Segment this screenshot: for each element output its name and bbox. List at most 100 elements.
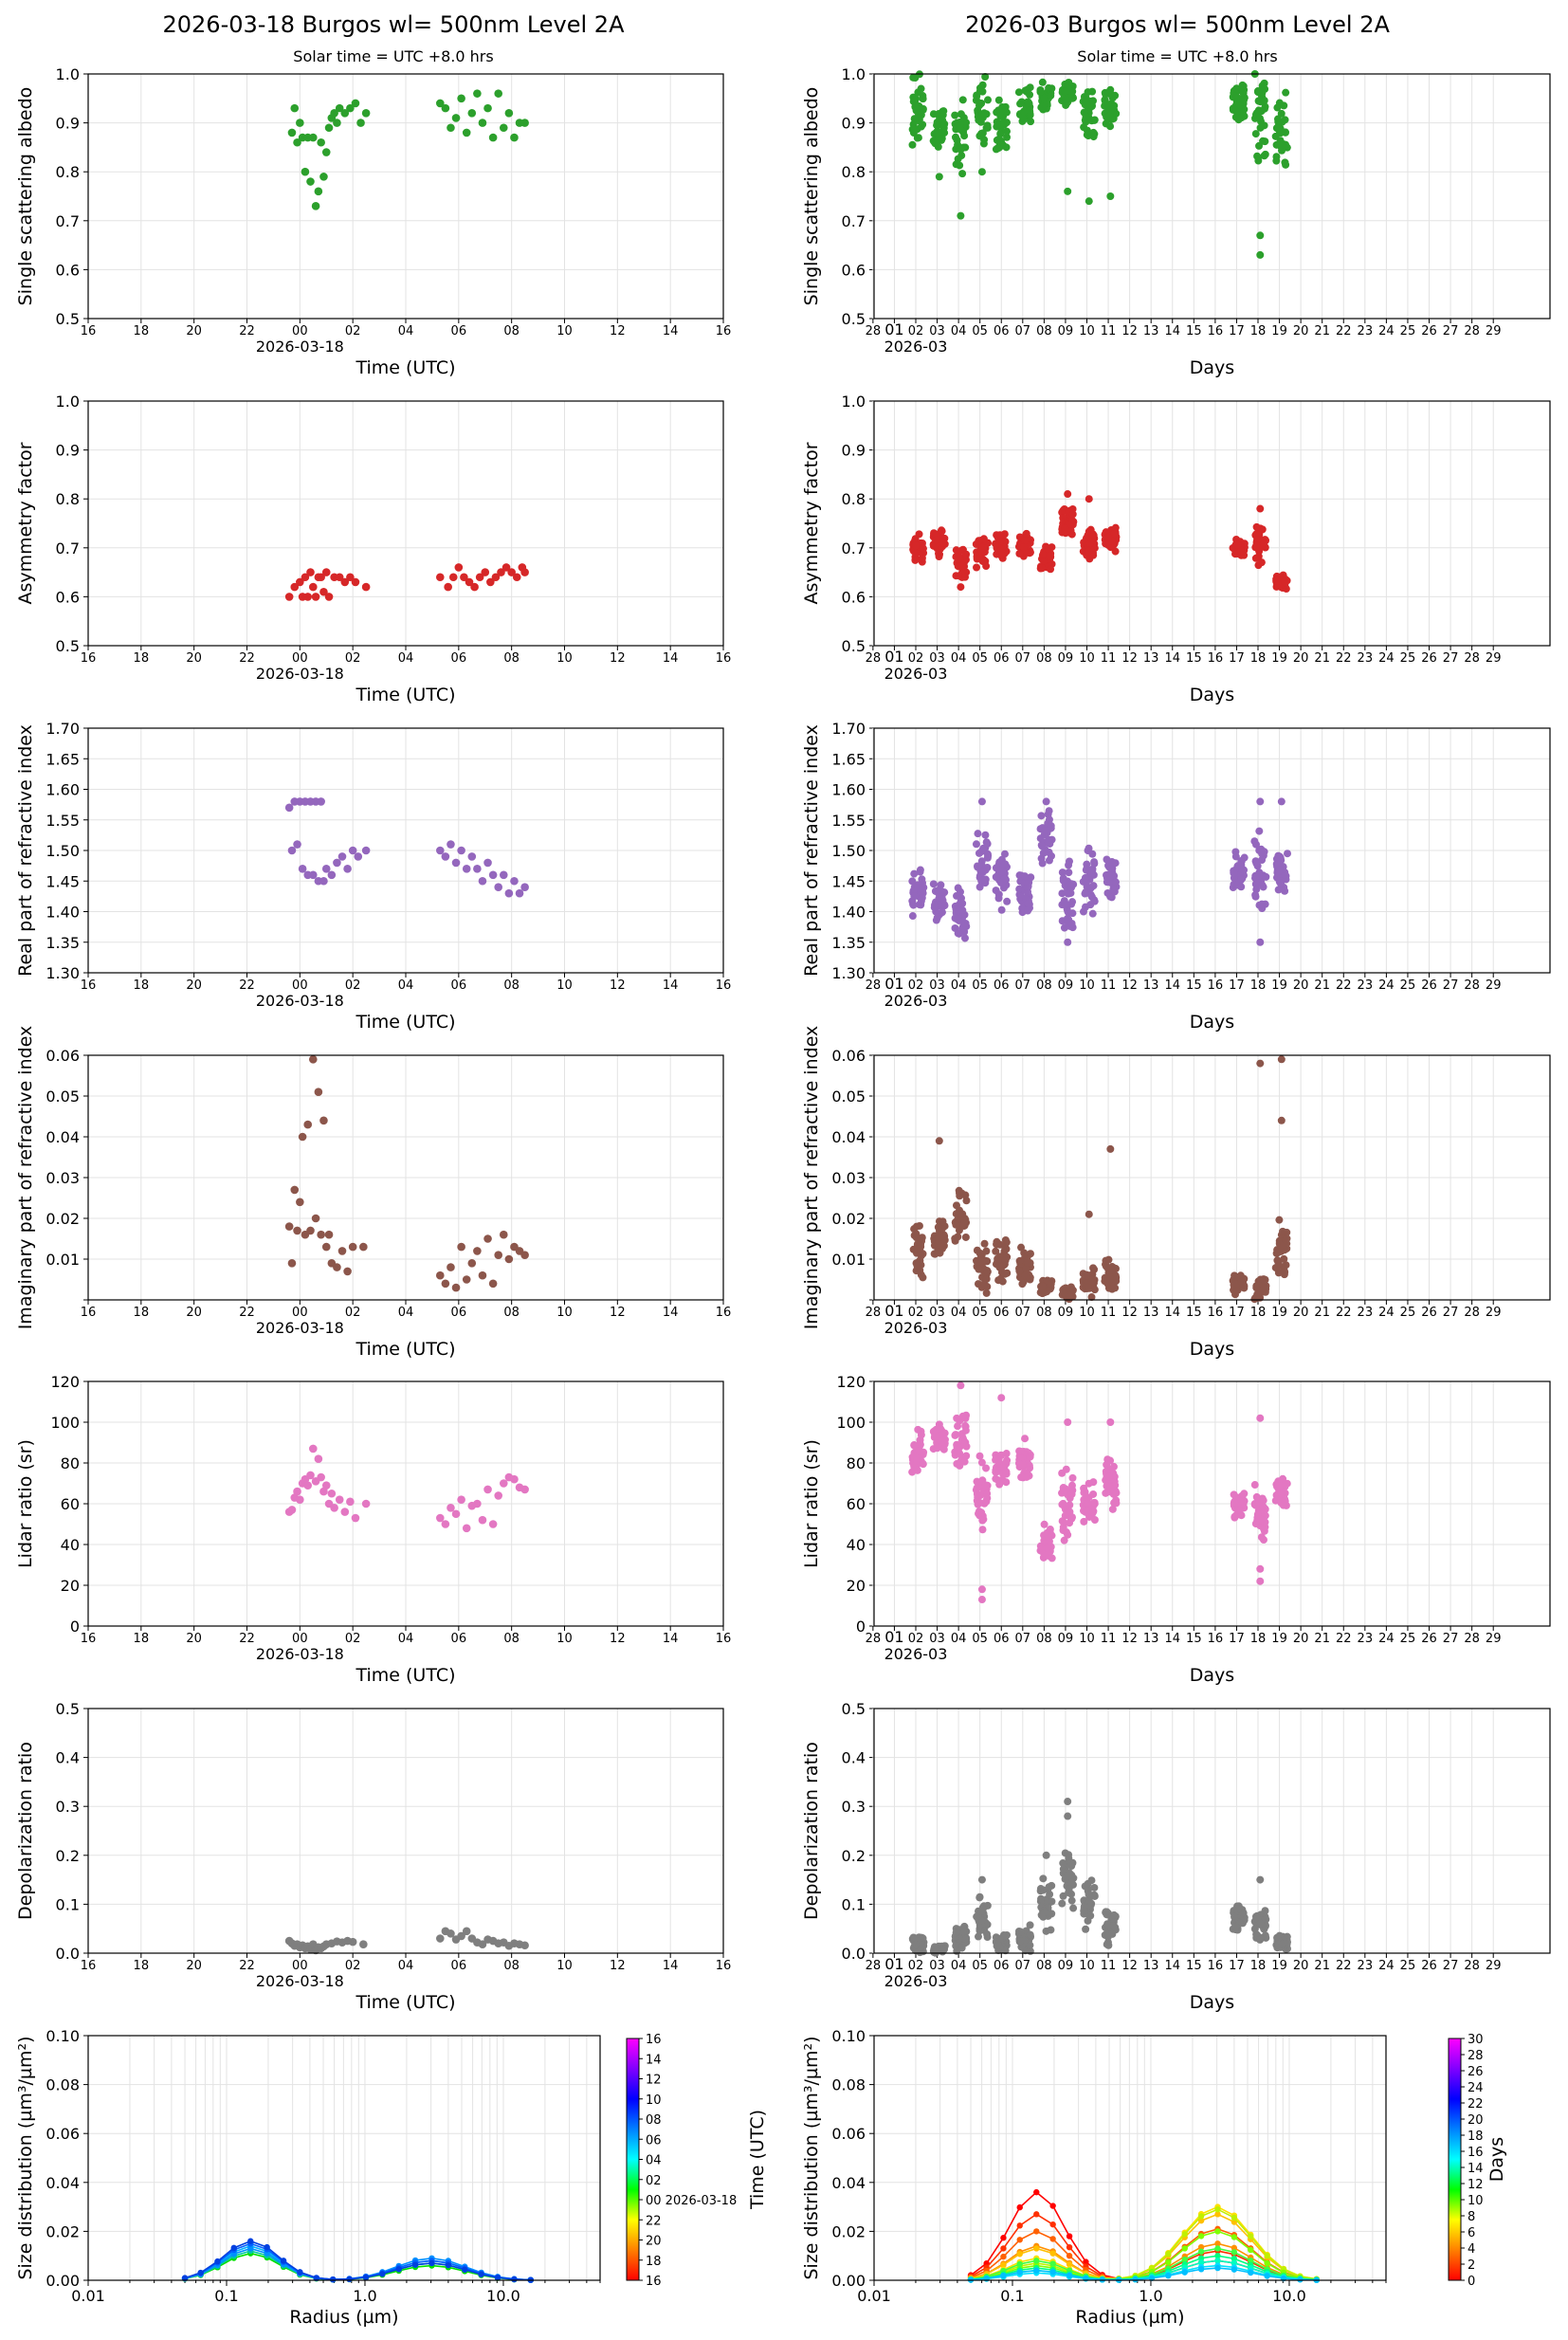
imag-monthly-point — [959, 1220, 968, 1229]
depol-monthly-point — [1069, 1904, 1078, 1912]
lidar-monthly-point — [1236, 1497, 1245, 1506]
real-monthly-point — [1277, 879, 1285, 887]
imag-daily-point — [287, 1259, 297, 1268]
real-daily-xtick-label: 10 — [556, 978, 573, 993]
real-daily-point — [467, 852, 477, 861]
size-monthly-ylabel: Size distribution (µm³/µm²) — [801, 2036, 822, 2279]
ssa-monthly-point — [956, 125, 964, 134]
imag-daily-xtick-label: 16 — [81, 1306, 97, 1320]
real-monthly-frame — [873, 727, 1551, 974]
real-monthly-point — [1088, 909, 1097, 918]
lidar-monthly-xtick-label: 23 — [1358, 1632, 1374, 1646]
lidar-monthly-point — [1089, 1490, 1098, 1498]
ssa-monthly-point — [938, 135, 946, 143]
depol-monthly-xtick-label: 04 — [951, 1959, 967, 1973]
real-monthly-point — [909, 901, 918, 909]
lidar-daily-xtick-label: 10 — [556, 1632, 573, 1646]
asym-daily-chart: 0.5 0.6 0.7 0.8 0.9 1.0 Asymmetry factor 16 18 20… — [15, 393, 731, 705]
size-monthly-series-point — [1264, 2252, 1270, 2259]
ssa-monthly-ytick-label: 0.8 — [842, 163, 866, 181]
ssa-monthly-point — [958, 170, 967, 178]
lidar-monthly-xtick-label: 21 — [1314, 1632, 1330, 1646]
lidar-monthly-point — [981, 1481, 990, 1490]
ssa-monthly-point — [939, 107, 948, 116]
real-monthly-xtick-label: 25 — [1400, 978, 1416, 993]
imag-monthly-point — [913, 1259, 921, 1268]
imag-daily-point — [298, 1132, 307, 1142]
real-monthly-point — [1058, 868, 1067, 877]
ssa-monthly-point — [1108, 94, 1117, 102]
size-monthly-series-point — [1033, 2245, 1040, 2252]
lidar-daily-point — [488, 1520, 498, 1528]
ssa-daily-point — [335, 103, 344, 113]
asym-daily-point — [470, 582, 479, 592]
depol-daily-xtick-label: 22 — [239, 1959, 255, 1973]
imag-daily-point — [311, 1214, 320, 1223]
real-daily-point — [520, 883, 529, 891]
lidar-monthly-point — [956, 1461, 964, 1470]
ssa-monthly-point — [994, 96, 1003, 104]
imag-daily-point — [308, 1055, 318, 1064]
depol-daily-xtick-label: 10 — [556, 1959, 573, 1973]
ssa-daily-point — [340, 108, 350, 118]
imag-daily-xtick-label: 04 — [398, 1306, 414, 1320]
ssa-monthly-xtick-label: 27 — [1443, 324, 1459, 338]
imag-daily-point — [467, 1259, 477, 1268]
lidar-monthly-point — [1068, 1473, 1077, 1482]
ssa-monthly-point — [1105, 112, 1114, 120]
depol-monthly-point — [994, 1941, 1003, 1949]
size-monthly-series-point — [1000, 2272, 1007, 2279]
real-monthly-xtick-label: 02 — [908, 978, 924, 993]
depol-monthly-xtick-label: 03 — [929, 1959, 945, 1973]
imag-monthly-outlier — [1277, 1116, 1285, 1124]
size-monthly-series-point — [1248, 2233, 1254, 2239]
depol-daily-point — [520, 1941, 529, 1950]
depol-monthly-ytick-label: 0.4 — [842, 1749, 866, 1767]
real-monthly-point — [1111, 878, 1120, 887]
asym-monthly-point — [973, 555, 981, 563]
real-monthly-point — [938, 908, 946, 917]
ssa-monthly-point — [1101, 101, 1109, 110]
monthly-colorbar-tick-label: 22 — [1468, 2097, 1484, 2111]
asym-daily-point — [303, 593, 313, 601]
asym-monthly-point — [997, 545, 1006, 554]
ssa-monthly-xtick-label: 06 — [994, 324, 1010, 338]
asym-daily-point — [481, 568, 490, 576]
depol-monthly-ytick-label: 0.3 — [842, 1798, 866, 1816]
lidar-monthly-point — [976, 1491, 985, 1500]
ssa-monthly-point — [908, 125, 917, 134]
real-monthly-point — [1252, 859, 1261, 868]
real-monthly-point — [1065, 861, 1073, 869]
real-daily-point — [298, 865, 307, 873]
ssa-monthly-point — [931, 139, 939, 148]
imag-monthly-xtick-label: 28 — [866, 1306, 882, 1320]
size-monthly-ytick-label: 0.10 — [831, 2027, 866, 2045]
imag-monthly-point — [1279, 1227, 1287, 1235]
lidar-daily-xtick-label: 12 — [610, 1632, 626, 1646]
lidar-monthly-point — [917, 1431, 925, 1439]
size-monthly-series-point — [1181, 2269, 1188, 2276]
daily-colorbar: 16 18 20 22 00 2026-03-18 02 04 06 08 10 12 14 16 Tim… — [626, 2033, 768, 2289]
imag-monthly-point — [1253, 1290, 1262, 1299]
imag-monthly-xtick-label: 12 — [1121, 1306, 1138, 1320]
lidar-daily-xtick-label: 04 — [398, 1632, 414, 1646]
imag-daily-date-label: 2026-03-18 — [256, 1319, 344, 1337]
lidar-monthly-point — [1002, 1450, 1011, 1458]
real-monthly-point — [1276, 866, 1285, 874]
asym-daily-xtick-label: 14 — [663, 651, 679, 666]
real-monthly-point — [960, 934, 969, 942]
lidar-daily-xtick-label: 00 — [292, 1632, 308, 1646]
depol-monthly-point — [1256, 1919, 1265, 1928]
imag-monthly-point — [1237, 1278, 1246, 1287]
size-daily-ytick-label: 0.02 — [46, 2222, 80, 2240]
ssa-monthly-point — [974, 113, 982, 121]
imag-monthly-point — [980, 1280, 989, 1289]
imag-daily-point — [504, 1254, 514, 1264]
real-monthly-point — [958, 906, 967, 915]
ssa-monthly-ytick-label: 0.6 — [842, 261, 866, 279]
real-monthly-point — [1000, 850, 1009, 858]
ssa-monthly-point — [1000, 120, 1009, 129]
ssa-monthly-point — [1088, 87, 1097, 96]
ssa-monthly-point — [1087, 101, 1096, 110]
ssa-daily-ytick-label: 1.0 — [56, 65, 80, 83]
